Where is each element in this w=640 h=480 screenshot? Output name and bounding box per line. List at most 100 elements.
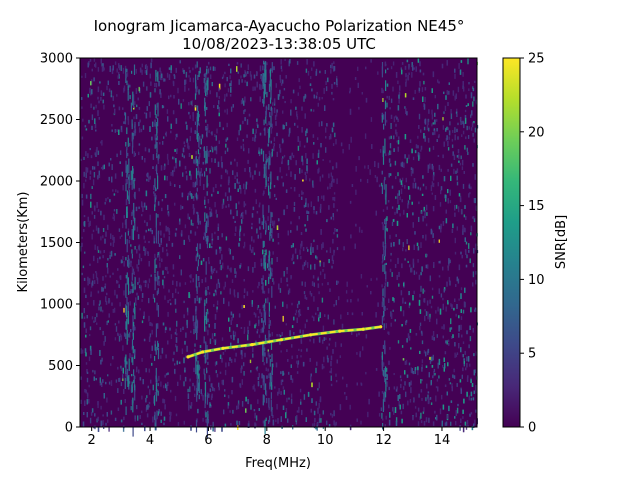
noise-cell bbox=[110, 90, 113, 95]
noise-cell bbox=[434, 94, 436, 99]
noise-cell bbox=[260, 84, 262, 91]
noise-cell bbox=[212, 187, 215, 193]
noise-cell bbox=[475, 351, 477, 356]
noise-cell bbox=[455, 93, 457, 99]
noise-cell bbox=[468, 193, 470, 198]
noise-cell bbox=[189, 280, 192, 283]
noise-cell bbox=[185, 71, 188, 78]
noise-cell bbox=[312, 134, 315, 138]
noise-cell bbox=[230, 358, 233, 363]
noise-cell bbox=[173, 95, 175, 99]
noise-cell bbox=[188, 88, 190, 91]
noise-cell bbox=[216, 128, 218, 134]
noise-cell bbox=[187, 393, 190, 399]
noise-cell bbox=[89, 148, 91, 151]
noise-cell bbox=[398, 239, 401, 245]
noise-cell bbox=[170, 389, 172, 393]
noise-cell bbox=[113, 193, 116, 196]
noise-cell bbox=[313, 316, 315, 322]
noise-cell bbox=[221, 357, 223, 363]
noise-cell bbox=[261, 285, 263, 290]
noise-cell bbox=[193, 329, 195, 335]
noise-cell bbox=[232, 170, 234, 175]
noise-cell bbox=[290, 221, 292, 225]
noise-cell bbox=[112, 309, 114, 313]
noise-cell bbox=[470, 232, 472, 236]
noise-cell bbox=[417, 246, 420, 251]
noise-cell bbox=[299, 85, 301, 90]
noise-cell bbox=[104, 201, 106, 205]
noise-cell bbox=[435, 417, 437, 420]
noise-cell bbox=[240, 145, 242, 149]
noise-cell bbox=[188, 66, 190, 70]
noise-cell bbox=[423, 80, 425, 85]
interference-band bbox=[124, 356, 126, 368]
noise-cell bbox=[173, 74, 175, 77]
noise-cell bbox=[188, 235, 190, 240]
noise-cell bbox=[203, 184, 205, 190]
noise-cell bbox=[129, 235, 131, 239]
noise-cell bbox=[475, 205, 478, 211]
noise-cell bbox=[259, 96, 261, 102]
noise-cell bbox=[203, 236, 205, 240]
interference-band bbox=[134, 223, 136, 230]
noise-cell bbox=[326, 219, 328, 223]
noise-cell bbox=[194, 130, 196, 134]
noise-cell bbox=[306, 215, 309, 221]
noise-cell bbox=[462, 120, 464, 124]
noise-cell bbox=[179, 60, 181, 64]
noise-cell bbox=[323, 337, 325, 341]
noise-cell bbox=[462, 224, 464, 231]
noise-cell bbox=[475, 243, 477, 247]
noise-cell bbox=[283, 389, 285, 395]
noise-cell bbox=[381, 87, 383, 94]
noise-cell bbox=[306, 165, 308, 171]
noise-cell bbox=[234, 275, 237, 278]
interference-band bbox=[128, 174, 130, 189]
noise-cell bbox=[464, 237, 466, 242]
noise-cell bbox=[412, 97, 415, 100]
noise-cell bbox=[88, 278, 91, 284]
noise-cell bbox=[310, 376, 312, 382]
interference-band bbox=[127, 260, 129, 267]
noise-cell bbox=[123, 290, 125, 296]
noise-cell bbox=[428, 398, 430, 401]
noise-cell bbox=[244, 168, 246, 172]
noise-cell bbox=[408, 63, 410, 69]
noise-cell bbox=[429, 313, 431, 319]
noise-cell bbox=[101, 63, 103, 67]
noise-cell bbox=[163, 276, 166, 279]
noise-cell bbox=[421, 193, 424, 196]
noise-cell bbox=[91, 79, 93, 85]
noise-cell bbox=[279, 74, 281, 80]
noise-cell bbox=[99, 250, 102, 254]
noise-cell bbox=[128, 333, 130, 338]
noise-cell bbox=[387, 331, 389, 334]
noise-cell bbox=[286, 349, 288, 352]
noise-cell bbox=[123, 307, 125, 313]
noise-cell bbox=[409, 264, 411, 268]
noise-cell bbox=[228, 187, 230, 193]
noise-cell bbox=[164, 374, 166, 378]
noise-cell bbox=[468, 344, 470, 349]
noise-cell bbox=[421, 332, 423, 336]
noise-cell bbox=[420, 330, 423, 334]
noise-cell bbox=[280, 59, 282, 65]
noise-cell bbox=[310, 373, 312, 377]
noise-cell bbox=[88, 119, 90, 124]
noise-cell bbox=[94, 318, 97, 322]
noise-cell bbox=[102, 228, 105, 232]
noise-cell bbox=[457, 403, 459, 407]
noise-cell bbox=[302, 159, 304, 166]
noise-cell bbox=[336, 75, 338, 81]
noise-cell bbox=[282, 315, 284, 322]
noise-cell bbox=[356, 352, 358, 355]
noise-cell bbox=[210, 275, 212, 280]
noise-cell bbox=[386, 206, 388, 210]
noise-cell bbox=[148, 148, 150, 153]
noise-cell bbox=[122, 374, 124, 379]
noise-cell bbox=[262, 249, 264, 255]
noise-cell bbox=[278, 334, 280, 337]
noise-cell bbox=[252, 206, 255, 211]
noise-cell bbox=[388, 95, 390, 100]
